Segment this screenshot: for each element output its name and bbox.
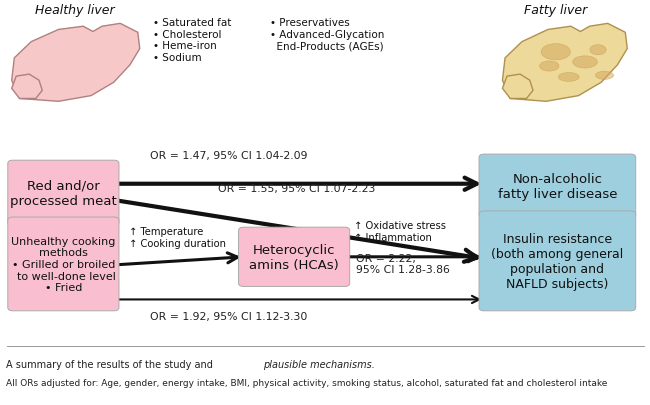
- Text: OR = 1.92, 95% CI 1.12-3.30: OR = 1.92, 95% CI 1.12-3.30: [150, 311, 307, 321]
- Text: OR = 1.55, 95% CI 1.07-2.23: OR = 1.55, 95% CI 1.07-2.23: [218, 183, 375, 193]
- Text: Fatty liver: Fatty liver: [524, 4, 588, 17]
- Text: OR = 2.22,
95% CI 1.28-3.86: OR = 2.22, 95% CI 1.28-3.86: [356, 253, 450, 275]
- Ellipse shape: [595, 72, 614, 80]
- FancyBboxPatch shape: [479, 155, 636, 218]
- FancyBboxPatch shape: [8, 217, 119, 311]
- Polygon shape: [12, 75, 42, 99]
- Ellipse shape: [573, 57, 597, 69]
- FancyBboxPatch shape: [479, 211, 636, 311]
- Ellipse shape: [590, 46, 606, 55]
- Text: Non-alcoholic
fatty liver disease: Non-alcoholic fatty liver disease: [498, 173, 617, 200]
- Text: Insulin resistance
(both among general
population and
NAFLD subjects): Insulin resistance (both among general p…: [491, 232, 623, 290]
- FancyBboxPatch shape: [239, 228, 350, 287]
- Text: • Saturated fat
• Cholesterol
• Heme-iron
• Sodium: • Saturated fat • Cholesterol • Heme-iro…: [153, 18, 231, 63]
- Polygon shape: [12, 24, 140, 102]
- Polygon shape: [502, 75, 533, 99]
- Text: ↑ Oxidative stress
↑ Inflammation: ↑ Oxidative stress ↑ Inflammation: [354, 221, 447, 242]
- Text: OR = 1.47, 95% CI 1.04-2.09: OR = 1.47, 95% CI 1.04-2.09: [150, 151, 307, 161]
- Text: Red and/or
processed meat: Red and/or processed meat: [10, 179, 117, 207]
- Ellipse shape: [540, 62, 559, 72]
- Text: A summary of the results of the study and: A summary of the results of the study an…: [6, 360, 216, 369]
- Text: Healthy liver: Healthy liver: [35, 4, 114, 17]
- Ellipse shape: [541, 45, 571, 61]
- Text: All ORs adjusted for: Age, gender, energy intake, BMI, physical activity, smokin: All ORs adjusted for: Age, gender, energ…: [6, 378, 608, 387]
- Text: ↑ Temperature
↑ Cooking duration: ↑ Temperature ↑ Cooking duration: [129, 227, 226, 248]
- Text: • Preservatives
• Advanced-Glycation
  End-Products (AGEs): • Preservatives • Advanced-Glycation End…: [270, 18, 384, 51]
- Text: Unhealthy cooking
methods
• Grilled or broiled
  to well-done level
• Fried: Unhealthy cooking methods • Grilled or b…: [10, 236, 116, 292]
- Polygon shape: [502, 24, 627, 102]
- Ellipse shape: [558, 73, 579, 82]
- Text: plausible mechanisms.: plausible mechanisms.: [263, 360, 375, 369]
- FancyBboxPatch shape: [8, 161, 119, 226]
- Text: Heterocyclic
amins (HCAs): Heterocyclic amins (HCAs): [249, 243, 339, 271]
